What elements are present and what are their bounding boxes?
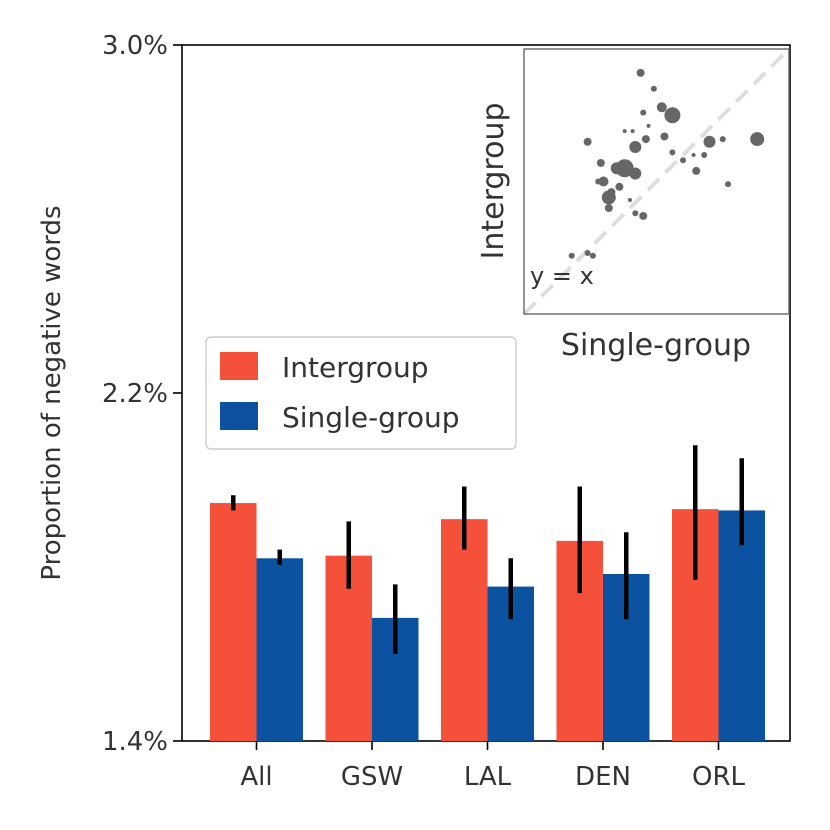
inset-frame [523,48,790,315]
bar-single-group-all [256,558,303,741]
x-tick-label: DEN [575,762,631,792]
legend: Intergroup Single-group [205,336,517,450]
inset-reference-line [522,47,791,316]
scatter-point [639,211,648,220]
scatter-point [692,166,701,175]
scatter-point [641,135,650,144]
scatter-point [750,132,765,147]
inset-y-axis-label: Intergroup [476,102,511,259]
legend-swatch-single-group [220,402,258,430]
y-tick-label: 1.4% [102,727,168,757]
bar-series [210,445,765,741]
scatter-point [615,182,624,191]
scatter-point [640,109,647,116]
scatter-point [628,198,632,203]
scatter-point [650,85,657,92]
scatter-point [632,210,639,217]
scatter-point [660,132,669,141]
bar-intergroup-lal [441,519,488,741]
x-tick-label: LAL [464,762,512,792]
y-tick-label: 2.2% [102,379,168,409]
scatter-point [583,137,592,146]
scatter-point [701,152,708,158]
legend-label-single-group: Single-group [282,401,460,434]
x-axis-ticks: All GSW LAL DEN ORL [240,741,746,792]
legend-label-intergroup: Intergroup [282,351,429,384]
scatter-point [680,157,686,164]
scatter-point [596,158,605,167]
scatter-point [629,167,642,180]
bar-single-group-orl [718,510,765,741]
y-axis-ticks: 1.4% 2.2% 3.0% [102,31,182,757]
scatter-point [568,252,575,259]
legend-swatch-intergroup [220,352,258,380]
scatter-point [669,149,676,156]
scatter-point [598,176,609,187]
scatter-point [656,102,667,113]
x-tick-label: GSW [341,762,403,792]
legend-frame [205,336,517,450]
scatter-point [725,181,732,188]
scatter-point [589,252,596,259]
scatter-point [595,178,602,185]
y-axis-label: Proportion of negative words [37,205,67,580]
bar-intergroup-all [210,503,257,741]
inset-annotation: y = x [530,262,594,290]
scatter-point [622,129,627,134]
scatter-point [691,153,696,157]
x-tick-label: All [240,762,272,792]
scatter-point [584,250,591,257]
scatter-point [615,159,634,178]
scatter-point [636,68,645,77]
scatter-point [629,141,642,154]
scatter-point [664,107,681,124]
x-tick-label: ORL [692,762,746,792]
scatter-point [604,204,613,212]
inset-scatter: y = x Single-group Intergroup [476,47,791,363]
scatter-point [630,129,635,134]
scatter-point [719,136,726,143]
scatter-point [601,190,616,205]
inset-x-axis-label: Single-group [561,328,751,363]
scatter-point [646,123,651,128]
y-tick-label: 3.0% [102,31,168,61]
inset-points [568,68,765,259]
scatter-point [703,135,716,148]
